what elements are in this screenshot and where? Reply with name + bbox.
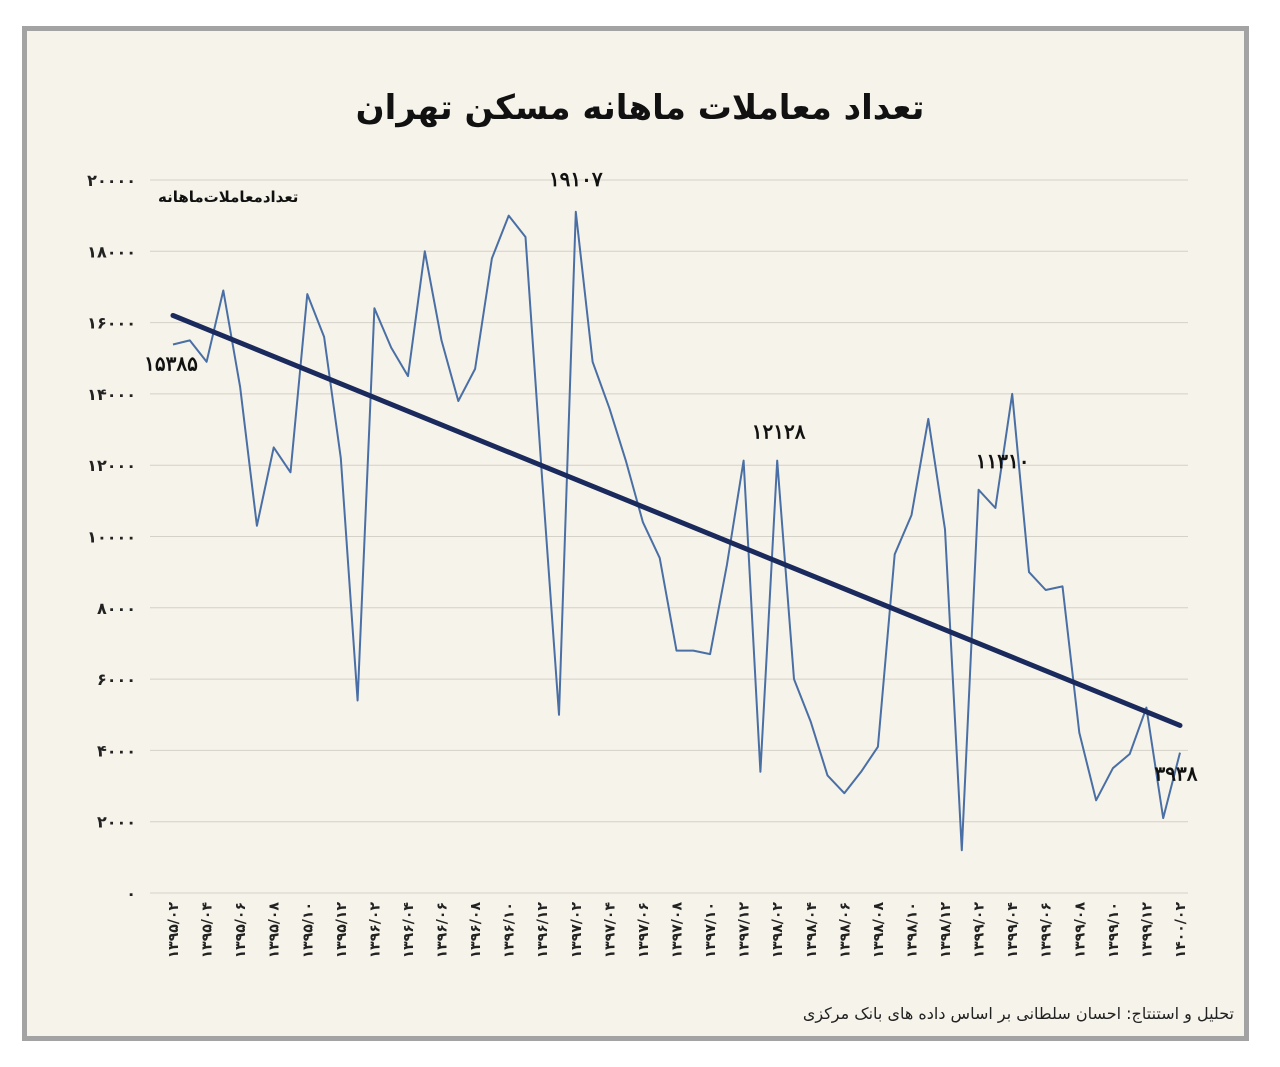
y-tick-label: ۴۰۰۰ — [97, 741, 136, 760]
x-tick-label: ۱۳۹۶/۱۰ — [502, 902, 518, 958]
source-caption: تحلیل و استنتاج: احسان سلطانی بر اساس دا… — [802, 1004, 1234, 1023]
x-tick-label: ۱۳۹۵/۰۴ — [200, 902, 216, 959]
y-tick-label: ۱۲۰۰۰ — [87, 456, 136, 475]
trend-line — [170, 312, 1183, 728]
x-tick-label: ۱۳۹۹/۱۰ — [1106, 902, 1122, 958]
x-tick-label: ۱۳۹۵/۰۸ — [267, 902, 283, 959]
data-annotation: ۳۹۳۸ — [1155, 762, 1198, 786]
x-tick-label: ۱۳۹۸/۱۲ — [938, 902, 954, 959]
x-tick-label: ۱۳۹۶/۰۶ — [435, 902, 451, 958]
y-tick-label: ۸۰۰۰ — [97, 599, 136, 618]
y-tick-label: ۲۰۰۰ — [97, 813, 136, 832]
y-tick-label: ۱۴۰۰۰ — [87, 385, 136, 404]
y-tick-label: ۱۸۰۰۰ — [87, 242, 136, 261]
y-axis-label: تعدادمعاملات‌ماهانه — [158, 188, 299, 206]
data-annotation: ۱۲۱۲۸ — [752, 420, 806, 444]
x-tick-label: ۱۳۹۹/۰۸ — [1072, 902, 1088, 959]
x-tick-label: ۱۳۹۸/۰۲ — [770, 902, 786, 959]
y-tick-label: ۲۰۰۰۰ — [87, 171, 136, 190]
x-tick-label: ۱۳۹۷/۰۶ — [636, 902, 652, 958]
x-tick-label: ۱۳۹۹/۰۶ — [1039, 902, 1055, 958]
x-tick-label: ۱۳۹۷/۰۲ — [569, 902, 585, 959]
data-annotation: ۱۵۳۸۵ — [144, 352, 198, 376]
y-tick-label: ۱۶۰۰۰ — [87, 314, 136, 333]
chart-title: تعداد معاملات ماهانه مسکن تهران — [355, 88, 925, 128]
y-tick-label: ۶۰۰۰ — [97, 670, 136, 689]
x-tick-label: ۱۳۹۵/۱۰ — [300, 902, 316, 958]
x-tick-label: ۱۳۹۷/۰۴ — [602, 902, 618, 959]
x-tick-label: ۱۳۹۵/۰۲ — [166, 902, 182, 959]
x-tick-label: ۱۳۹۸/۱۰ — [904, 902, 920, 958]
x-tick-label: ۱۳۹۹/۰۴ — [1005, 902, 1021, 959]
x-tick-label: ۱۳۹۵/۱۲ — [334, 902, 350, 959]
x-tick-label: ۱۳۹۵/۰۶ — [233, 902, 249, 958]
y-tick-label: ۰ — [126, 884, 136, 903]
x-tick-label: ۱۳۹۶/۰۲ — [367, 902, 383, 959]
x-tick-label: ۱۴۰۰/۰۲ — [1173, 902, 1189, 959]
y-tick-label: ۱۰۰۰۰ — [87, 528, 136, 547]
x-tick-label: ۱۳۹۶/۰۸ — [468, 902, 484, 959]
data-annotation: ۱۱۳۱۰ — [976, 449, 1030, 473]
x-tick-label: ۱۳۹۹/۱۲ — [1139, 902, 1155, 959]
chart-frame — [22, 26, 1249, 1041]
series-line — [172, 210, 1181, 852]
x-tick-label: ۱۳۹۸/۰۴ — [804, 902, 820, 959]
x-tick-label: ۱۳۹۶/۱۲ — [535, 902, 551, 959]
x-tick-label: ۱۳۹۷/۱۰ — [703, 902, 719, 958]
x-tick-label: ۱۳۹۷/۰۸ — [670, 902, 686, 959]
data-annotation: ۱۹۱۰۷ — [549, 167, 603, 191]
x-tick-label: ۱۳۹۶/۰۴ — [401, 902, 417, 959]
x-tick-label: ۱۳۹۹/۰۲ — [972, 902, 988, 959]
x-tick-label: ۱۳۹۷/۱۲ — [737, 902, 753, 959]
x-tick-label: ۱۳۹۸/۰۶ — [837, 902, 853, 958]
x-tick-label: ۱۳۹۸/۰۸ — [871, 902, 887, 959]
